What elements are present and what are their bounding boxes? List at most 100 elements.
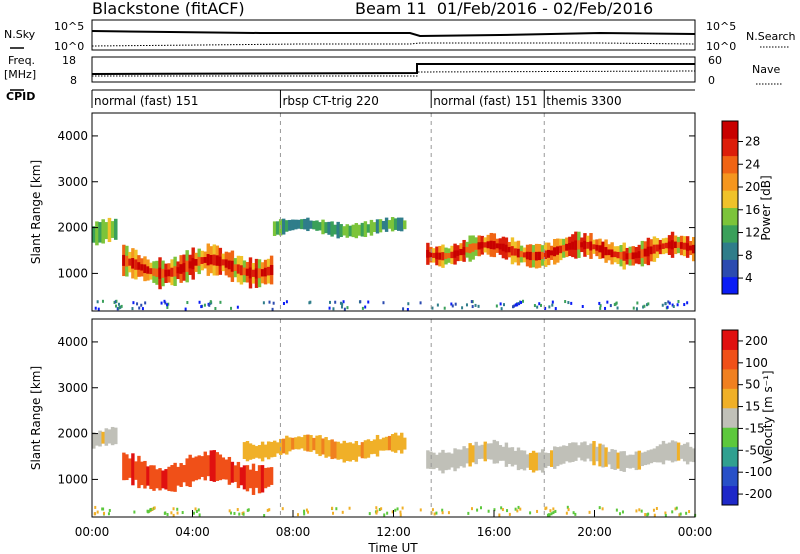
velocity-ground-scatter [435, 511, 438, 515]
power-ground-scatter [343, 307, 346, 311]
nsearch-label: N.Search [746, 30, 796, 43]
power-echo-core [637, 251, 642, 258]
velocity-echo [492, 439, 497, 464]
velocity-echo [688, 446, 693, 462]
velocity-ground-scatter [164, 511, 167, 515]
velocity-echo [667, 442, 672, 461]
velocity-echo [215, 452, 220, 481]
power-ground-scatter [131, 307, 134, 311]
velocity-echo [324, 437, 328, 458]
power-echo [281, 218, 286, 235]
velocity-echo [366, 439, 371, 458]
velocity-ground-scatter [303, 509, 306, 513]
velocity-echo [285, 435, 289, 455]
velocity-echo [221, 457, 226, 480]
velocity-ground-scatter [441, 511, 444, 515]
power-ground-scatter [671, 303, 674, 307]
velocity-ground-scatter [567, 508, 570, 512]
velocity-echo [330, 439, 334, 460]
velocity-echo [128, 458, 132, 478]
power-echo-core [158, 267, 162, 279]
velocity-echo [453, 448, 457, 472]
colorbar-tick-label: -200 [745, 487, 772, 501]
velocity-echo [248, 443, 253, 460]
power-echo-core [164, 269, 168, 277]
power-echo-core [182, 263, 186, 273]
power-ground-scatter [522, 299, 525, 303]
power-ground-scatter [141, 307, 144, 311]
power-ground-scatter [677, 300, 680, 304]
power-echo-core [592, 244, 596, 250]
power-echo-core [667, 241, 672, 249]
power-echo-core [516, 248, 521, 258]
velocity-colorbar: 200 100 50 15 -15 -50 -100 -200 [721, 329, 772, 506]
velocity-ground-scatter [547, 513, 550, 517]
colorbar-tick-label: 16 [745, 203, 760, 217]
velocity-ground-scatter [306, 510, 309, 514]
velocity-ground-scatter [621, 510, 624, 514]
velocity-echo [167, 466, 171, 492]
velocity-ground-scatter [399, 513, 402, 517]
velocity-echo [531, 450, 536, 473]
velocity-echo [537, 452, 542, 471]
velocity-ground-scatter [296, 513, 299, 517]
velocity-echo [546, 453, 551, 467]
power-ground-scatter [119, 305, 122, 309]
power-echo-core [553, 247, 557, 257]
velocity-echo [92, 432, 96, 449]
power-echo [275, 221, 280, 235]
velocity-echo [553, 446, 557, 469]
velocity-echo [513, 450, 518, 465]
velocity-echo [562, 445, 566, 464]
power-echo-core [200, 257, 204, 264]
power-echo-core [239, 265, 244, 276]
velocity-ground-scatter [688, 510, 691, 514]
velocity-echo [429, 451, 433, 469]
power-echo-core [556, 246, 560, 255]
velocity-echo [95, 433, 99, 446]
velocity-echo [426, 450, 430, 469]
power-echo-core [676, 242, 681, 248]
velocity-echo [465, 448, 469, 464]
power-ground-scatter [186, 301, 189, 305]
velocity-ground-scatter [431, 508, 434, 512]
power-echo-core [586, 241, 590, 249]
velocity-ground-scatter [675, 506, 678, 510]
power-echo-core [245, 268, 250, 276]
power-ground-scatter [616, 306, 619, 310]
power-echo [110, 221, 115, 238]
velocity-ground-scatter [378, 508, 381, 512]
power-echo-core [456, 250, 460, 256]
velocity-ground-scatter [394, 508, 397, 512]
velocity-ground-scatter [376, 509, 379, 513]
power-echo [101, 219, 105, 244]
power-echo [400, 217, 404, 232]
power-ground-scatter [551, 303, 554, 307]
velocity-echo [565, 445, 569, 462]
velocity-echo [384, 436, 389, 451]
power-echo-core [266, 266, 271, 276]
power-echo [303, 218, 307, 230]
velocity-echo [462, 446, 466, 468]
velocity-echo [242, 442, 247, 459]
power-echo [360, 222, 365, 237]
power-echo-core [188, 261, 192, 269]
noise-tick-bottom-left: 10^0 [54, 40, 84, 53]
power-echo-core [170, 267, 174, 277]
power-echo [348, 225, 352, 237]
power-echo-core [691, 244, 696, 254]
power-echo [92, 226, 96, 243]
velocity-ground-scatter [671, 510, 674, 514]
power-ground-scatter [609, 304, 612, 308]
velocity-ground-scatter [192, 511, 195, 515]
velocity-echo [260, 441, 265, 462]
power-ground-scatter [465, 303, 468, 307]
colorbar-segment [722, 349, 738, 370]
velocity-echo [179, 463, 183, 487]
velocity-echo [516, 447, 521, 471]
velocity-echo [543, 452, 548, 469]
freq-panel [91, 56, 696, 83]
power-ground-scatter [96, 300, 99, 304]
velocity-ground-scatter [572, 511, 575, 515]
velocity-echo [459, 449, 463, 467]
